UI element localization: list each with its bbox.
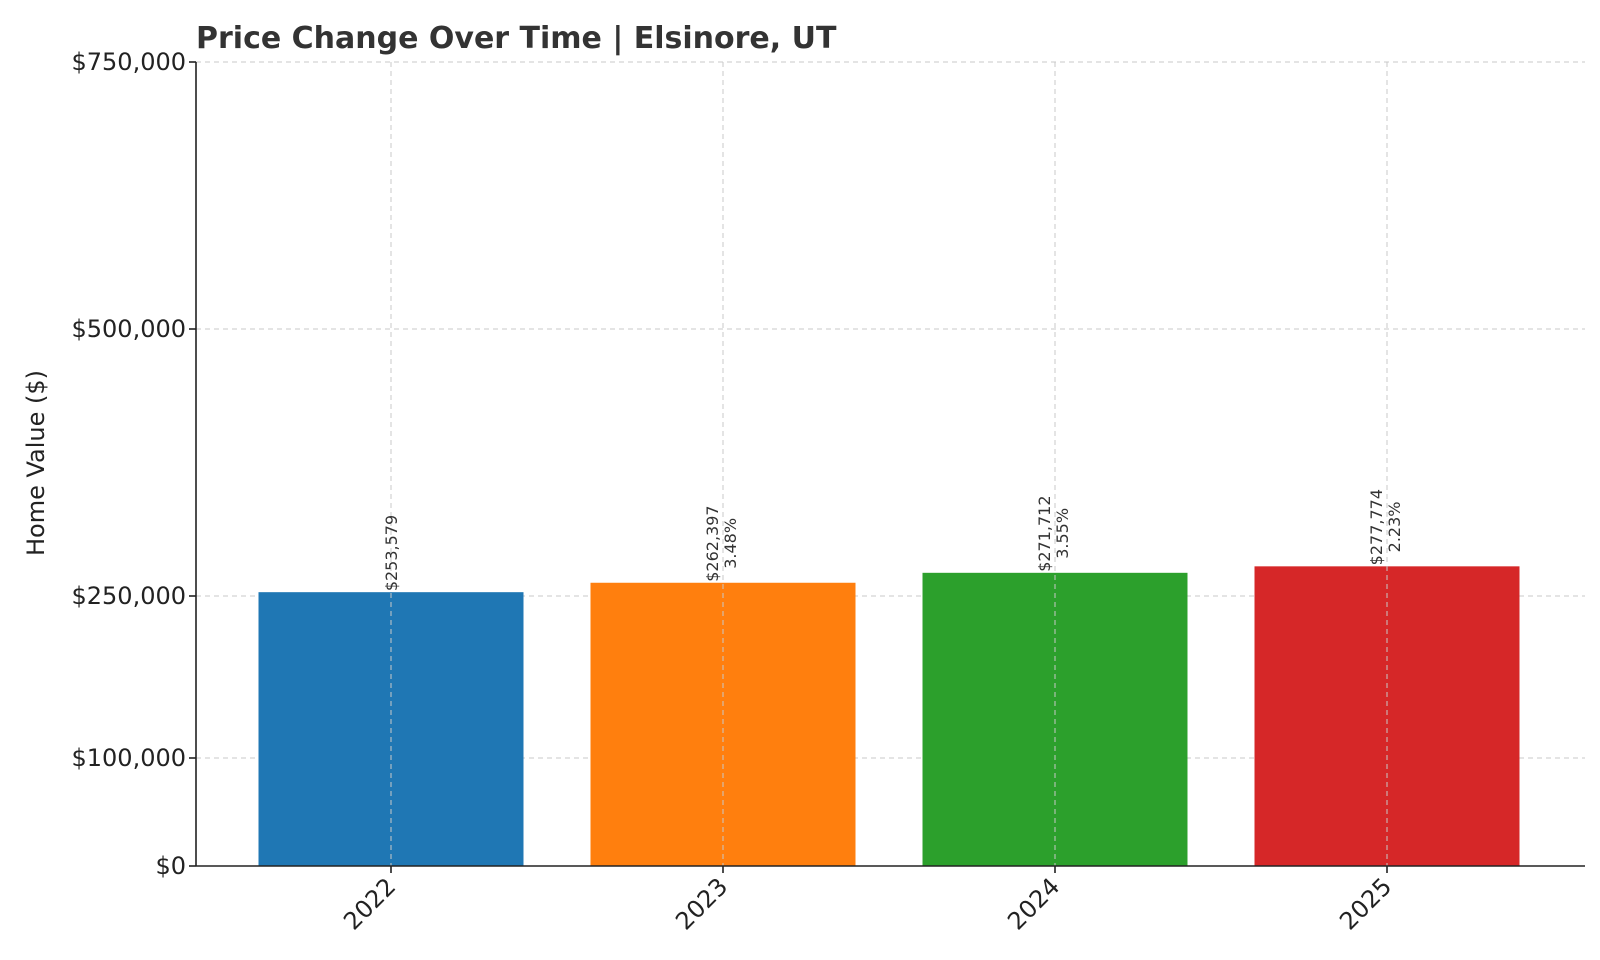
y-tick-label: $100,000 xyxy=(71,744,186,772)
value-label: $277,774 xyxy=(1367,489,1386,565)
change-label: 3.55% xyxy=(1053,508,1072,559)
value-label: $253,579 xyxy=(382,515,401,591)
change-label: 2.23% xyxy=(1385,502,1404,553)
y-tick-label: $750,000 xyxy=(71,48,186,76)
bars xyxy=(258,566,1520,866)
value-label: $262,397 xyxy=(703,505,722,581)
data-labels: $253,579 $262,397 3.48% $271,712 3.55% $277,7… xyxy=(382,489,1404,591)
bar-2023 xyxy=(590,582,856,866)
bar-2025 xyxy=(1254,566,1520,866)
value-label: $271,712 xyxy=(1035,495,1054,571)
y-tick-label: $500,000 xyxy=(71,315,186,343)
gridlines xyxy=(196,61,1585,759)
chart-title: Price Change Over Time | Elsinore, UT xyxy=(196,21,837,56)
y-tick-label: $250,000 xyxy=(71,582,186,610)
vertical-gridlines xyxy=(390,62,1388,866)
y-tick-label: $0 xyxy=(155,852,186,880)
y-axis-label: Home Value ($) xyxy=(22,370,50,556)
x-tick-label: 2024 xyxy=(1002,872,1065,935)
change-label: 3.48% xyxy=(721,518,740,569)
x-tick-label: 2022 xyxy=(338,872,401,935)
x-tick-label: 2023 xyxy=(670,872,733,935)
x-tick-label: 2025 xyxy=(1334,872,1397,935)
